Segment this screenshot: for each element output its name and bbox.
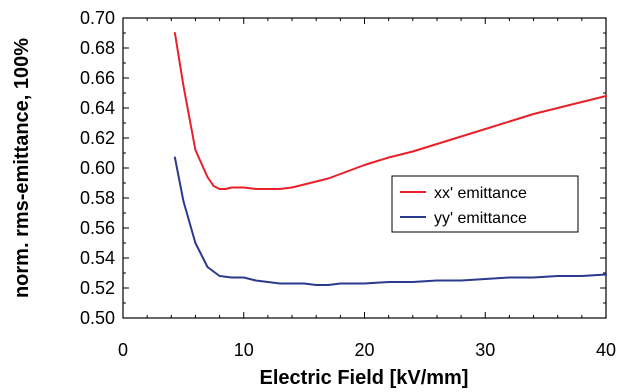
x-tick-label: 10 (234, 340, 254, 360)
y-tick-label: 0.54 (80, 248, 115, 268)
y-axis-title: norm. rms-emittance, 100% (11, 38, 33, 298)
y-tick-label: 0.56 (80, 218, 115, 238)
y-tick-label: 0.68 (80, 38, 115, 58)
y-tick-label: 0.70 (80, 8, 115, 28)
legend: xx' emittance yy' emittance (391, 175, 579, 233)
legend-label: xx' emittance (434, 185, 527, 202)
y-tick-label: 0.66 (80, 68, 115, 88)
y-tick-label: 0.60 (80, 158, 115, 178)
y-tick-label: 0.50 (80, 308, 115, 328)
x-axis-ticks: 0 10 20 30 40 (118, 18, 616, 360)
legend-label: yy' emittance (434, 210, 527, 227)
y-tick-label: 0.64 (80, 98, 115, 118)
y-tick-label: 0.58 (80, 188, 115, 208)
y-tick-label: 0.62 (80, 128, 115, 148)
series-lines (173, 32, 607, 286)
series-line-xx-emittance (173, 32, 607, 190)
x-axis-title: Electric Field [kV/mm] (260, 367, 469, 389)
plot-frame (122, 17, 607, 319)
plot-area (122, 17, 607, 319)
y-tick-label: 0.52 (80, 278, 115, 298)
x-tick-label: 30 (475, 340, 495, 360)
series-line-yy-emittance (173, 156, 607, 286)
x-tick-label: 0 (118, 340, 128, 360)
x-tick-label: 40 (596, 340, 616, 360)
x-tick-label: 20 (354, 340, 374, 360)
legend-box (391, 175, 579, 233)
y-axis-ticks: 0.50 0.52 0.54 0.56 0.58 0.60 0.62 0.64 0.66 0.68… (80, 8, 606, 328)
